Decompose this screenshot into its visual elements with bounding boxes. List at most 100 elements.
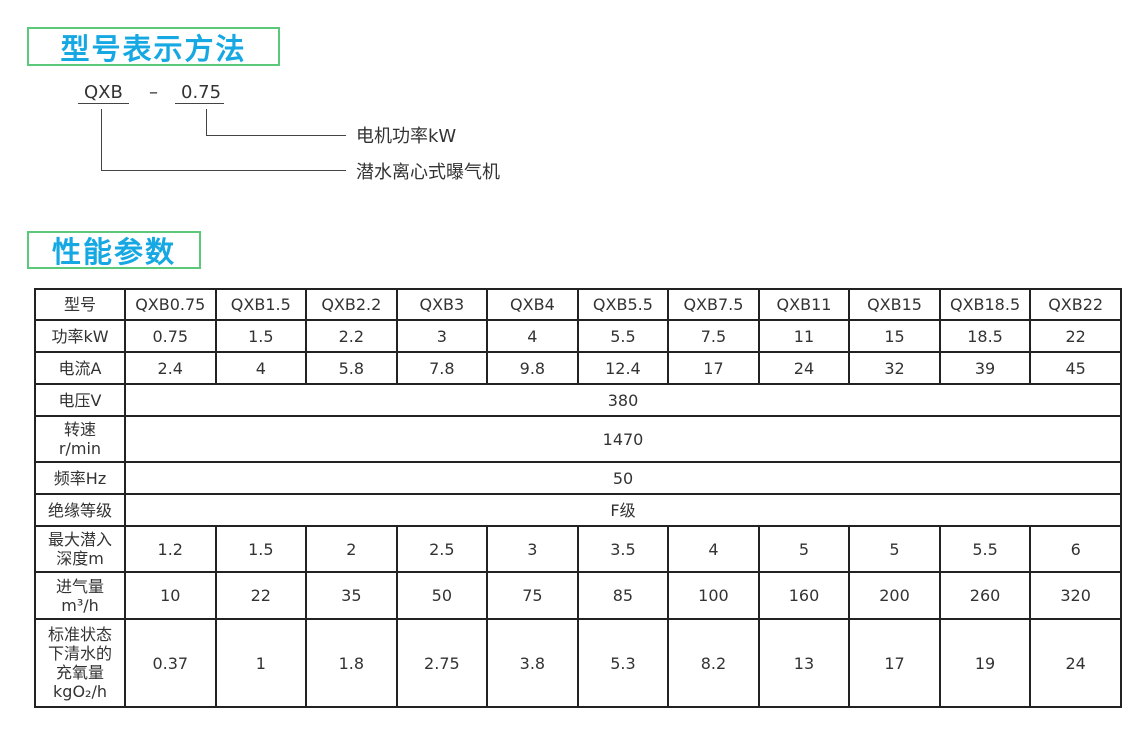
cell-value: 0.37 [124,618,217,708]
cell-value: 39 [938,351,1032,385]
cell-value: 85 [576,571,670,620]
row-label-line: 绝缘等级 [47,500,112,520]
header-model: QXB2.2 [305,288,398,321]
table-header-row: 型号 QXB0.75 QXB1.5 QXB2.2 QXB3 QXB4 QXB5.5 QXB7.… [34,288,1122,321]
prefix-underline [78,103,129,104]
cell-value: 6 [1029,525,1122,573]
row-label: 电流A [34,351,126,385]
table-row: 电压V 380 [34,383,1122,417]
cell-value: 5.3 [576,618,670,708]
prefix-leader-h [101,170,346,171]
table-row: 频率Hz 50 [34,461,1122,495]
header-label: 型号 [34,288,126,321]
model-separator: – [149,82,158,103]
cell-value: 19 [938,618,1032,708]
row-label: 最大潜入 深度m [34,525,126,573]
merged-value: 50 [124,461,1122,495]
performance-table: 型号 QXB0.75 QXB1.5 QXB2.2 QXB3 QXB4 QXB5.5 QXB7.… [34,288,1122,708]
row-label-line: m³/h [61,595,99,615]
cell-value: 2.75 [395,618,489,708]
row-label-line: 充氧量 [55,663,104,682]
power-underline [175,103,224,104]
cell-value: 160 [757,571,851,620]
cell-value: 1.8 [305,618,398,708]
row-label-line: 最大潜入 [47,530,112,549]
cell-value: 10 [124,571,217,620]
cell-value: 17 [848,618,941,708]
cell-value: 24 [1029,618,1122,708]
table-row: 标准状态 下清水的 充氧量 kgO₂/h 0.37 1 1.8 2.75 3.8 5.3 8.2 13… [34,618,1122,708]
cell-value: 32 [848,351,941,385]
header-model: QXB0.75 [124,288,217,321]
header-model: QXB1.5 [214,288,308,321]
cell-value: 5 [757,525,851,573]
cell-value: 4 [667,525,760,573]
cell-value: 7.5 [667,319,760,353]
model-power: 0.75 [181,82,222,103]
row-label-line: 深度m [56,549,104,568]
cell-value: 200 [848,571,941,620]
cell-value: 7.8 [395,351,489,385]
cell-value: 17 [667,351,760,385]
row-label: 电压V [34,383,126,417]
merged-value: F级 [124,493,1122,527]
cell-value: 2 [305,525,398,573]
table-row: 转速 r/min 1470 [34,415,1122,463]
cell-value: 1.2 [124,525,217,573]
row-label: 转速 r/min [34,415,126,463]
row-label: 频率Hz [34,461,126,495]
header-model: QXB15 [848,288,941,321]
table-row: 功率kW 0.75 1.5 2.2 3 4 5.5 7.5 11 15 18.5 22 [34,319,1122,353]
cell-value: 35 [305,571,398,620]
header-model: QXB18.5 [938,288,1032,321]
power-leader-h [206,135,346,136]
row-label-line: r/min [58,439,102,458]
header-model: QXB5.5 [576,288,670,321]
header-model: QXB11 [757,288,851,321]
cell-value: 1.5 [214,319,308,353]
cell-value: 100 [667,571,760,620]
cell-value: 22 [214,571,308,620]
cell-value: 8.2 [667,618,760,708]
table-row: 进气量 m³/h 10 22 35 50 75 85 100 160 200 260 320 [34,571,1122,620]
cell-value: 3.5 [576,525,670,573]
table-row: 绝缘等级 F级 [34,493,1122,527]
cell-value: 2.2 [305,319,398,353]
header-model: QXB4 [486,288,579,321]
row-label: 绝缘等级 [34,493,126,527]
cell-value: 1 [214,618,308,708]
cell-value: 22 [1029,319,1122,353]
row-label: 功率kW [34,319,126,353]
row-label: 进气量 m³/h [34,571,126,620]
cell-value: 1.5 [214,525,308,573]
cell-value: 9.8 [486,351,579,385]
cell-value: 5 [848,525,941,573]
cell-value: 50 [395,571,489,620]
power-meaning: 电机功率kW [356,126,457,147]
row-label-line: 标准状态 [47,625,112,644]
table-row: 最大潜入 深度m 1.2 1.5 2 2.5 3 3.5 4 5 5 5.5 6 [34,525,1122,573]
cell-value: 3.8 [486,618,579,708]
row-label-line: 进气量 [55,576,104,596]
cell-value: 75 [486,571,579,620]
cell-value: 18.5 [938,319,1032,353]
section-title-performance: 性能参数 [27,231,201,269]
row-label-line: 电压V [58,390,102,410]
cell-value: 45 [1029,351,1122,385]
cell-value: 5.5 [576,319,670,353]
prefix-meaning: 潜水离心式曝气机 [356,162,500,183]
section-title-model-designation: 型号表示方法 [27,27,280,66]
row-label-line: 转速 [63,420,96,439]
model-prefix: QXB [84,82,123,103]
cell-value: 12.4 [576,351,670,385]
cell-value: 15 [848,319,941,353]
power-leader-v [206,109,207,135]
row-label-line: 电流A [58,358,102,378]
cell-value: 11 [757,319,851,353]
row-label: 标准状态 下清水的 充氧量 kgO₂/h [34,618,126,708]
cell-value: 0.75 [124,319,217,353]
row-label-line: kgO₂/h [53,682,107,701]
cell-value: 24 [757,351,851,385]
cell-value: 2.4 [124,351,217,385]
header-model: QXB7.5 [667,288,760,321]
